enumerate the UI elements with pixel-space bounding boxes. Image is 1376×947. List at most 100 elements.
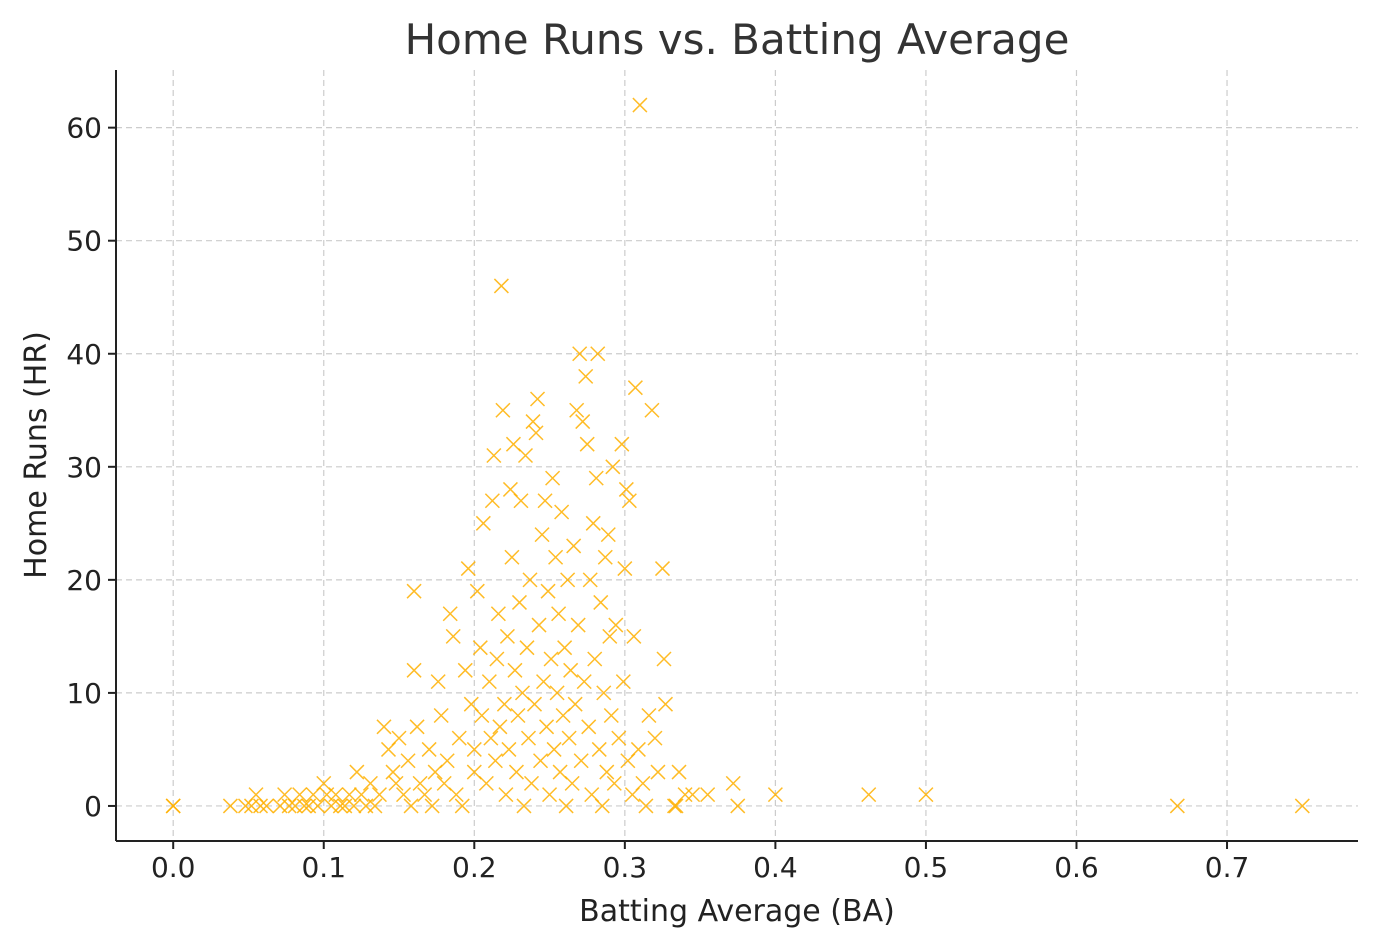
y-tick-label: 0 [84, 790, 102, 823]
data-point-x-marker [481, 674, 497, 690]
data-point-x-marker [490, 606, 506, 622]
data-point-x-marker [618, 481, 634, 497]
data-point-x-marker [492, 719, 508, 735]
data-point-x-marker [611, 730, 627, 746]
data-point-x-marker [454, 798, 470, 814]
data-point-x-marker [603, 707, 619, 724]
y-tick-label: 60 [66, 112, 102, 145]
y-tick-label: 10 [66, 677, 102, 710]
y-tick-label: 30 [66, 451, 102, 484]
data-point-x-marker [725, 775, 741, 791]
data-point-x-marker [400, 753, 416, 769]
data-point-x-marker [647, 730, 663, 746]
data-point-x-marker [573, 753, 589, 769]
data-point-x-marker [511, 594, 527, 610]
data-point-x-marker [576, 674, 592, 690]
data-point-x-marker [590, 346, 606, 362]
data-point-x-marker [466, 764, 482, 780]
data-point-x-marker [376, 719, 392, 735]
data-point-x-marker [436, 775, 452, 791]
data-point-x-marker [507, 662, 523, 678]
data-point-x-marker [548, 549, 564, 565]
chart-title: Home Runs vs. Batting Average [405, 15, 1070, 64]
data-point-x-marker [730, 798, 746, 814]
data-point-x-marker [539, 719, 555, 735]
data-point-x-marker [367, 798, 383, 814]
data-point-x-marker [508, 764, 524, 780]
data-point-x-marker [421, 741, 437, 757]
data-point-x-marker [606, 775, 622, 791]
data-point-x-marker [310, 798, 326, 814]
data-point-x-marker [767, 787, 783, 803]
data-point-x-marker [417, 787, 433, 803]
data-point-x-marker [567, 696, 583, 712]
data-point-x-marker [165, 798, 181, 814]
data-point-x-marker [501, 741, 517, 757]
data-points [165, 97, 1310, 814]
data-point-x-marker [528, 425, 544, 441]
data-point-x-marker [533, 753, 549, 769]
data-point-x-marker [341, 787, 357, 803]
data-point-x-marker [328, 787, 344, 803]
data-point-x-marker [516, 798, 532, 814]
data-point-x-marker [296, 798, 312, 814]
data-point-x-marker [457, 662, 473, 678]
data-point-x-marker [474, 707, 490, 724]
data-point-x-marker [439, 753, 455, 769]
data-point-x-marker [526, 696, 543, 712]
data-point-x-marker [1169, 798, 1185, 814]
data-point-x-marker [316, 775, 332, 791]
data-point-x-marker [475, 515, 491, 531]
data-point-x-marker [433, 707, 449, 724]
data-point-x-marker [546, 741, 562, 757]
x-tick-label: 0.6 [1054, 851, 1099, 884]
data-point-x-marker [424, 798, 440, 814]
data-point-x-marker [543, 651, 559, 667]
data-point-x-marker [406, 583, 422, 599]
data-point-x-marker [486, 447, 502, 464]
data-point-x-marker [585, 515, 601, 531]
data-point-x-marker [599, 764, 615, 780]
data-point-x-marker [523, 775, 540, 791]
data-point-x-marker [504, 549, 520, 565]
x-tick-label: 0.1 [301, 851, 346, 884]
data-point-x-marker [581, 719, 597, 735]
data-point-x-marker [448, 787, 464, 803]
data-point-x-marker [483, 730, 499, 746]
x-axis-ticks: 0.0 0.1 0.2 0.3 0.4 0.5 0.6 0.7 [151, 841, 1249, 884]
x-tick-label: 0.7 [1205, 851, 1250, 884]
data-point-x-marker [570, 617, 586, 633]
data-point-x-marker [388, 775, 404, 791]
data-point-x-marker [529, 391, 546, 407]
data-point-x-marker [632, 97, 648, 113]
data-point-x-marker [700, 787, 716, 803]
x-tick-label: 0.4 [753, 851, 798, 884]
data-point-x-marker [552, 764, 568, 780]
data-point-x-marker [656, 651, 672, 667]
data-point-x-marker [602, 628, 618, 644]
data-point-x-marker [537, 493, 553, 509]
data-point-x-marker [391, 730, 407, 746]
data-point-x-marker [536, 674, 552, 690]
data-point-x-marker [406, 662, 422, 678]
data-point-x-marker [460, 561, 476, 577]
data-point-x-marker [427, 764, 443, 780]
data-point-x-marker [560, 572, 576, 588]
data-point-x-marker [519, 640, 535, 656]
data-point-x-marker [600, 527, 616, 543]
data-point-x-marker [412, 775, 428, 791]
data-point-x-marker [487, 753, 503, 769]
data-point-x-marker [371, 787, 387, 803]
data-point-x-marker [525, 414, 541, 430]
data-point-x-marker [505, 436, 521, 452]
data-point-x-marker [668, 798, 684, 814]
data-point-x-marker [442, 606, 458, 622]
data-point-x-marker [466, 741, 482, 757]
data-point-x-marker [582, 572, 598, 588]
data-point-x-marker [484, 493, 500, 509]
data-point-x-marker [445, 628, 461, 644]
data-point-x-marker [362, 775, 378, 791]
data-point-x-marker [514, 685, 531, 701]
data-point-x-marker [346, 798, 362, 814]
